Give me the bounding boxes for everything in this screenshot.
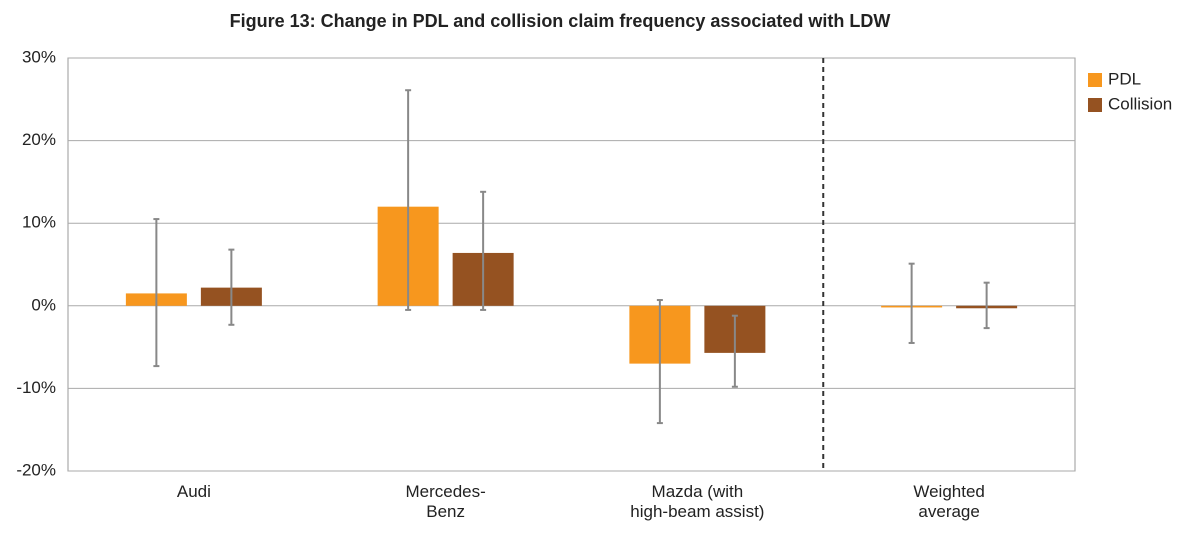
plot-frame bbox=[67, 57, 1076, 472]
y-tick-label: 10% bbox=[22, 213, 56, 232]
x-tick-line: Weighted bbox=[913, 482, 985, 501]
x-tick-label: Weighted average bbox=[913, 482, 985, 521]
y-tick-label: -20% bbox=[16, 460, 56, 479]
y-tick-label: 0% bbox=[31, 295, 56, 314]
y-tick-label: 30% bbox=[22, 47, 56, 66]
legend-label: Collision bbox=[1108, 94, 1172, 113]
x-tick-line: average bbox=[918, 502, 979, 521]
legend-label: PDL bbox=[1108, 69, 1141, 88]
y-tick-label: -10% bbox=[16, 378, 56, 397]
x-tick-line: Benz bbox=[426, 502, 465, 521]
legend-swatch bbox=[1088, 73, 1102, 87]
legend-swatch bbox=[1088, 98, 1102, 112]
x-tick-line: Mercedes- bbox=[405, 482, 485, 501]
x-tick-label: Mazda (with high-beam assist) bbox=[630, 482, 764, 521]
x-tick-line: Mazda (with bbox=[652, 482, 744, 501]
chart-title: Figure 13: Change in PDL and collision c… bbox=[230, 11, 891, 31]
x-tick-line: high-beam assist) bbox=[630, 502, 764, 521]
x-tick-label: Mercedes-Benz bbox=[405, 482, 485, 521]
x-tick-label: Audi bbox=[177, 482, 211, 501]
x-tick-line: Audi bbox=[177, 482, 211, 501]
y-tick-label: 20% bbox=[22, 130, 56, 149]
